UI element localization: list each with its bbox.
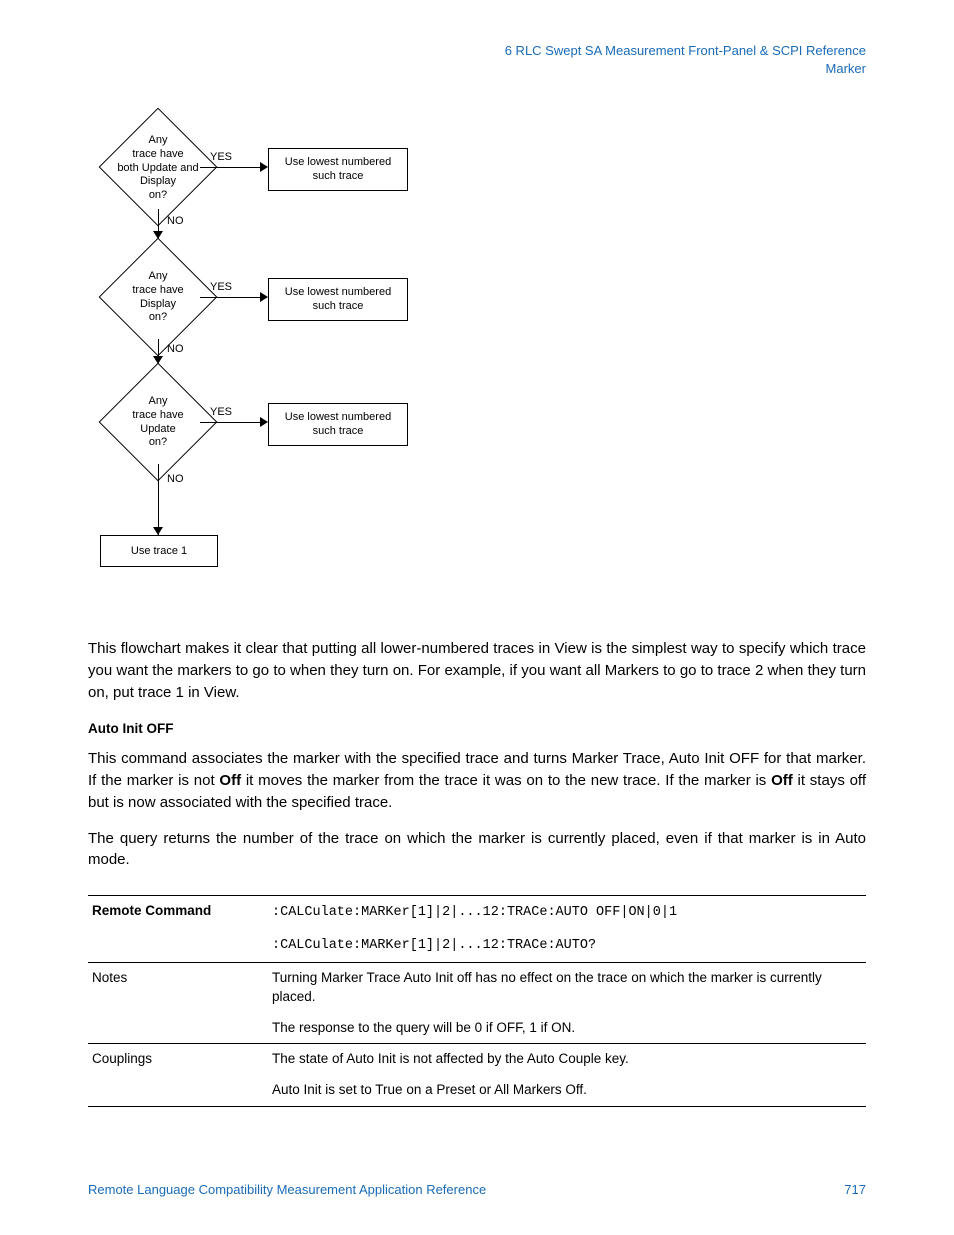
table-row: The response to the query will be 0 if O… [88, 1013, 866, 1044]
mono-text: :CALCulate:MARKer[1]|2|...12:TRACe:AUTO? [272, 938, 596, 953]
footer-left: Remote Language Compatibility Measuremen… [88, 1182, 486, 1197]
table-label [88, 1075, 268, 1106]
flowchart-node-r3: Use lowest numberedsuch trace [268, 403, 408, 446]
flowchart-edge [158, 464, 159, 535]
flowchart-edge-label: NO [167, 343, 184, 355]
paragraph: This command associates the marker with … [88, 748, 866, 813]
table-row: Couplings The state of Auto Init is not … [88, 1044, 866, 1075]
table-value: The state of Auto Init is not affected b… [268, 1044, 866, 1075]
flowchart-edge-label: YES [210, 406, 232, 418]
table-label: Couplings [88, 1044, 268, 1075]
table-value: :CALCulate:MARKer[1]|2|...12:TRACe:AUTO? [268, 929, 866, 962]
header-line2: Marker [505, 60, 866, 78]
flowchart-edge-label: NO [167, 473, 184, 485]
paragraph: This flowchart makes it clear that putti… [88, 638, 866, 703]
table-row: Remote Command :CALCulate:MARKer[1]|2|..… [88, 896, 866, 929]
table-label [88, 929, 268, 962]
flowchart-node-r4: Use trace 1 [100, 535, 218, 567]
mono-text: :CALCulate:MARKer[1]|2|...12:TRACe:AUTO … [272, 905, 677, 920]
subheading: Auto Init OFF [88, 721, 866, 736]
text-bold: Off [771, 772, 793, 789]
text-run: it moves the marker from the trace it wa… [241, 772, 771, 789]
arrow-right-icon [260, 162, 268, 172]
table-label [88, 1013, 268, 1044]
flowchart-edge-label: YES [210, 151, 232, 163]
flowchart-node-r2: Use lowest numberedsuch trace [268, 278, 408, 321]
arrow-down-icon [153, 527, 163, 535]
footer-right: 717 [844, 1182, 866, 1197]
table-row: Auto Init is set to True on a Preset or … [88, 1075, 866, 1106]
flowchart-edge [200, 422, 263, 423]
table-value: :CALCulate:MARKer[1]|2|...12:TRACe:AUTO … [268, 896, 866, 929]
paragraph: The query returns the number of the trac… [88, 828, 866, 872]
flowchart: Anytrace haveboth Update andDisplayon? Y… [88, 115, 408, 615]
text-bold: Off [219, 772, 241, 789]
page-header: 6 RLC Swept SA Measurement Front-Panel &… [505, 42, 866, 78]
flowchart-edge-label: NO [167, 215, 184, 227]
body-content: This flowchart makes it clear that putti… [88, 638, 866, 1107]
flowchart-edge-label: YES [210, 281, 232, 293]
flowchart-edge [200, 297, 263, 298]
arrow-right-icon [260, 417, 268, 427]
header-line1: 6 RLC Swept SA Measurement Front-Panel &… [505, 42, 866, 60]
flowchart-node-r1: Use lowest numberedsuch trace [268, 148, 408, 191]
table-label: Notes [88, 962, 268, 1012]
table-value: Turning Marker Trace Auto Init off has n… [268, 962, 866, 1012]
table-value: The response to the query will be 0 if O… [268, 1013, 866, 1044]
table-label: Remote Command [88, 896, 268, 929]
table-value: Auto Init is set to True on a Preset or … [268, 1075, 866, 1106]
table-row: :CALCulate:MARKer[1]|2|...12:TRACe:AUTO? [88, 929, 866, 962]
flowchart-edge [200, 167, 263, 168]
arrow-right-icon [260, 292, 268, 302]
table-row: Notes Turning Marker Trace Auto Init off… [88, 962, 866, 1012]
reference-table: Remote Command :CALCulate:MARKer[1]|2|..… [88, 895, 866, 1107]
